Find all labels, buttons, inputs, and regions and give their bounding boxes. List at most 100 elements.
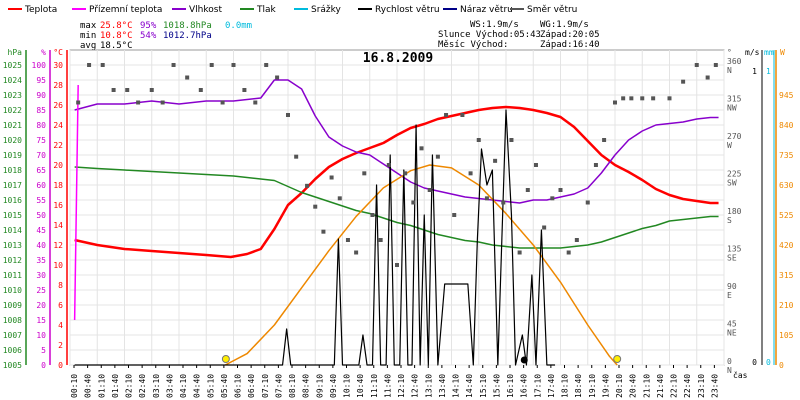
hpa-tick-label: 1008 xyxy=(3,316,22,325)
pct-tick-label: 5 xyxy=(41,346,46,355)
wind-gust-info: WG:1.9m/s xyxy=(540,20,589,30)
stat-avg-temp: 18.5°C xyxy=(100,41,133,51)
wind-tick-label: 1 xyxy=(752,67,757,76)
wind-direction-point xyxy=(185,75,190,80)
direction-name-label: SE xyxy=(727,254,737,263)
x-tick-label: 18:40 xyxy=(574,374,583,398)
wind-direction-point xyxy=(275,75,280,80)
pct-tick-label: 15 xyxy=(36,316,46,325)
celsius-tick-label: 18 xyxy=(53,181,63,190)
hpa-tick-label: 1006 xyxy=(3,346,22,355)
celsius-tick-label: 6 xyxy=(58,301,63,310)
hpa-tick-label: 1023 xyxy=(3,91,22,100)
stat-max-rain: 0.0mm xyxy=(225,21,252,31)
wind-direction-point xyxy=(651,96,656,101)
pct-tick-label: 40 xyxy=(36,241,46,250)
sunrise-marker xyxy=(221,355,230,363)
legend-label-2: Vlhkost xyxy=(189,5,222,15)
x-tick-label: 18:10 xyxy=(561,374,570,398)
solar-tick-label: 315 xyxy=(779,271,794,280)
stat-min-temp: 10.8°C xyxy=(100,31,133,41)
direction-axis-label: ° xyxy=(727,48,732,57)
wind-direction-point xyxy=(484,196,489,201)
wind-direction-point xyxy=(694,63,699,67)
x-tick-label: 06:40 xyxy=(247,374,256,398)
series-line-tlak xyxy=(74,166,719,249)
x-tick-label: 10:40 xyxy=(356,374,365,398)
direction-tick-label: 45 xyxy=(727,320,737,329)
x-axis-ticks: 00:10 00:40 01:10 01:40 02:10 02:40 03:10 03:40… xyxy=(70,365,719,398)
pct-tick-label: 55 xyxy=(36,196,46,205)
direction-name-label: SW xyxy=(727,179,737,188)
direction-name-label: E xyxy=(727,291,732,300)
x-tick-label: 19:10 xyxy=(588,374,597,398)
wind-direction-point xyxy=(354,250,359,255)
wind-direction-point xyxy=(427,188,432,192)
series-layer xyxy=(73,63,719,366)
solar-tick-label: 420 xyxy=(779,241,794,250)
pct-tick-label: 65 xyxy=(36,166,46,175)
direction-tick-label: 135 xyxy=(727,245,742,254)
wind-direction-point xyxy=(125,88,130,92)
wind-direction-point xyxy=(321,229,326,234)
wind-direction-point xyxy=(264,63,269,67)
wind-direction-point xyxy=(111,88,116,92)
x-tick-label: 17:10 xyxy=(533,374,542,398)
x-tick-label: 19:40 xyxy=(601,374,610,398)
pct-tick-label: 25 xyxy=(36,286,46,295)
stat-max-label: max xyxy=(80,21,97,31)
celsius-tick-label: 12 xyxy=(53,241,63,250)
direction-tick-label: 360 xyxy=(727,57,742,66)
stats-block: max 25.8°C 95% 1018.8hPa 0.0mm min 10.8°… xyxy=(80,21,252,51)
wind-direction-point xyxy=(509,138,514,142)
x-tick-label: 05:40 xyxy=(220,374,229,398)
series-line-teplota xyxy=(74,105,719,259)
wind-direction-point xyxy=(468,171,473,176)
wind-direction-point xyxy=(231,63,236,67)
wind-direction-point xyxy=(558,188,563,192)
wind-direction-point xyxy=(100,63,105,67)
x-tick-label: 13:10 xyxy=(424,374,433,398)
wind-direction-point xyxy=(444,113,449,117)
hpa-axis-label: hPa xyxy=(8,48,23,57)
x-tick-label: 00:40 xyxy=(84,374,93,398)
wind-direction-point xyxy=(593,163,598,167)
wind-direction-point xyxy=(419,146,424,151)
hpa-tick-label: 1013 xyxy=(3,241,22,250)
direction-name-label: W xyxy=(727,141,732,150)
x-tick-label: 23:10 xyxy=(697,374,706,398)
direction-tick-label: 180 xyxy=(727,207,742,216)
direction-tick-label: 90 xyxy=(727,282,737,291)
wind-direction-point xyxy=(378,238,383,242)
legend-label-5: Rychlost větru xyxy=(375,5,440,15)
wind-direction-point xyxy=(681,79,686,84)
x-tick-label: 04:40 xyxy=(193,374,202,398)
pct-tick-label: 75 xyxy=(36,136,46,145)
x-tick-label: 00:10 xyxy=(70,374,79,398)
wind-direction-point xyxy=(574,238,579,242)
hpa-tick-label: 1014 xyxy=(3,226,22,235)
solar-tick-label: 840 xyxy=(779,121,794,130)
solar-tick-label: 0 xyxy=(779,361,784,370)
hpa-tick-label: 1021 xyxy=(3,121,22,130)
series-line-vlhkost xyxy=(74,79,719,204)
pct-tick-label: 30 xyxy=(36,271,46,280)
direction-tick-label: 270 xyxy=(727,132,742,141)
celsius-tick-label: 8 xyxy=(58,281,63,290)
wind-direction-point xyxy=(362,171,367,176)
legend-label-1: Přízemní teplota xyxy=(89,5,162,15)
axes: hPa1005100610071008100910101011101210131… xyxy=(3,48,794,375)
celsius-tick-label: 26 xyxy=(53,101,63,110)
stat-min-hum: 54% xyxy=(140,31,157,41)
x-axis-label: čas xyxy=(733,370,748,380)
celsius-tick-label: 14 xyxy=(53,221,63,230)
pct-tick-label: 20 xyxy=(36,301,46,310)
wind-direction-point xyxy=(452,213,457,217)
wind-direction-point xyxy=(337,196,342,201)
wind-direction-point xyxy=(493,158,498,163)
pct-tick-label: 60 xyxy=(36,181,46,190)
x-tick-label: 08:10 xyxy=(288,374,297,398)
x-tick-label: 12:10 xyxy=(397,374,406,398)
direction-name-label: N xyxy=(727,366,732,375)
